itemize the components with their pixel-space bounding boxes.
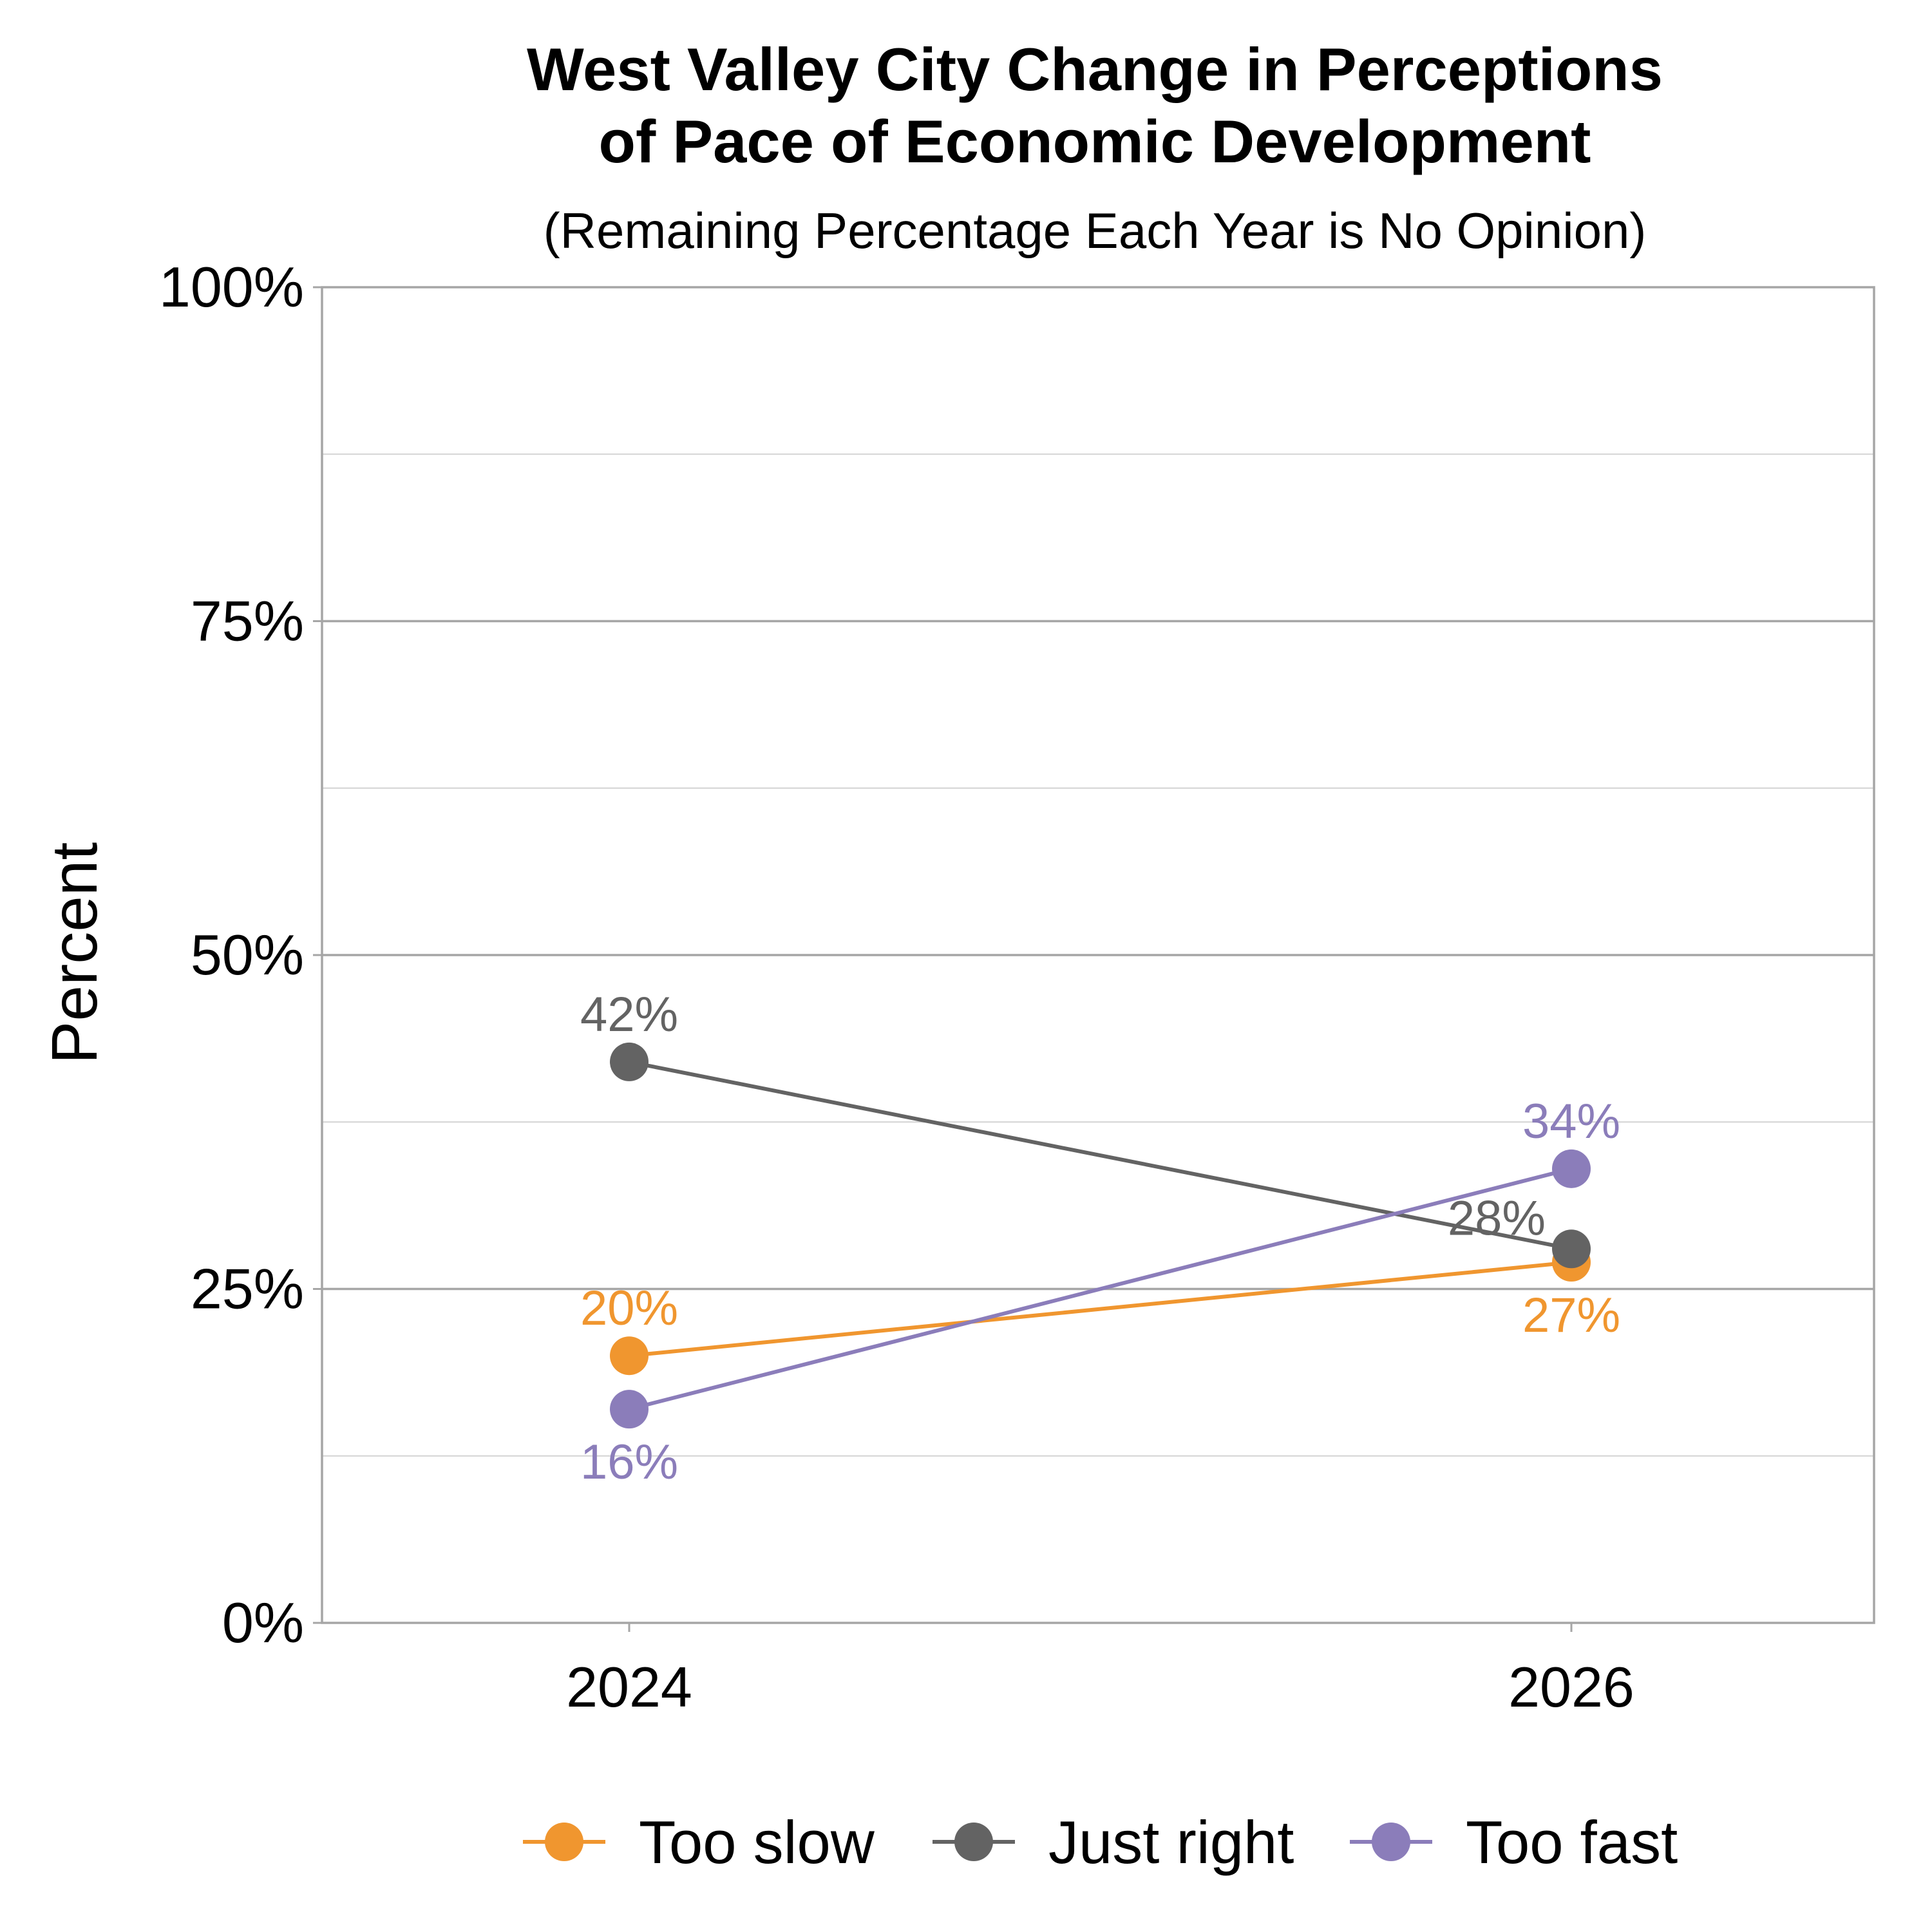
series-too-fast [610, 1149, 1591, 1429]
y-tick-label: 0% [222, 1591, 304, 1654]
data-label-too-fast: 16% [580, 1435, 678, 1490]
y-axis-title: Percent [39, 842, 111, 1064]
chart-title: West Valley City Change in Perceptions o… [527, 35, 1663, 175]
legend-label-too-slow: Too slow [639, 1808, 875, 1876]
data-label-too-slow: 20% [580, 1281, 678, 1336]
series-line-too-slow [629, 1260, 1572, 1358]
y-tick-label: 100% [159, 255, 304, 319]
data-labels: 20% 27% 42% 28% 16% 34% [580, 987, 1620, 1490]
legend-label-too-fast: Too fast [1466, 1808, 1678, 1876]
legend: Too slow Just right Too fast [523, 1808, 1678, 1876]
legend-item-too-slow: Too slow [523, 1808, 875, 1876]
chart-title-line-1: West Valley City Change in Perceptions [527, 35, 1663, 103]
series-line-too-fast [629, 1166, 1572, 1412]
data-point-too-fast [610, 1390, 649, 1429]
y-tick-label: 75% [191, 589, 304, 653]
series-lines [610, 1042, 1591, 1429]
data-point-too-slow [610, 1336, 649, 1376]
x-axis-ticks: 2024 2026 [566, 1623, 1634, 1719]
data-point-too-fast [1552, 1149, 1591, 1188]
chart-title-line-2: of Pace of Economic Development [599, 108, 1591, 175]
legend-label-just-right: Just right [1048, 1808, 1294, 1876]
legend-marker-just-right [954, 1823, 993, 1861]
data-label-too-slow: 27% [1522, 1288, 1620, 1343]
gridlines [322, 453, 1874, 1457]
series-just-right [610, 1042, 1591, 1269]
data-label-too-fast: 34% [1522, 1094, 1620, 1149]
legend-marker-too-slow [545, 1823, 583, 1861]
data-label-just-right: 28% [1448, 1191, 1546, 1245]
chart-subtitle: (Remaining Percentage Each Year is No Op… [544, 202, 1647, 259]
y-tick-label: 50% [191, 923, 304, 987]
series-too-slow [610, 1243, 1591, 1376]
data-point-just-right [1552, 1229, 1591, 1269]
legend-item-too-fast: Too fast [1350, 1808, 1678, 1876]
data-point-just-right [610, 1042, 649, 1081]
y-tick-label: 25% [191, 1257, 304, 1321]
y-axis-ticks: 0% 25% 50% 75% 100% [159, 255, 322, 1654]
x-tick-label: 2024 [566, 1655, 692, 1719]
series-line-just-right [629, 1059, 1572, 1251]
data-label-just-right: 42% [580, 987, 678, 1042]
legend-marker-too-fast [1372, 1823, 1410, 1861]
legend-item-just-right: Just right [933, 1808, 1294, 1876]
x-tick-label: 2026 [1508, 1655, 1634, 1719]
